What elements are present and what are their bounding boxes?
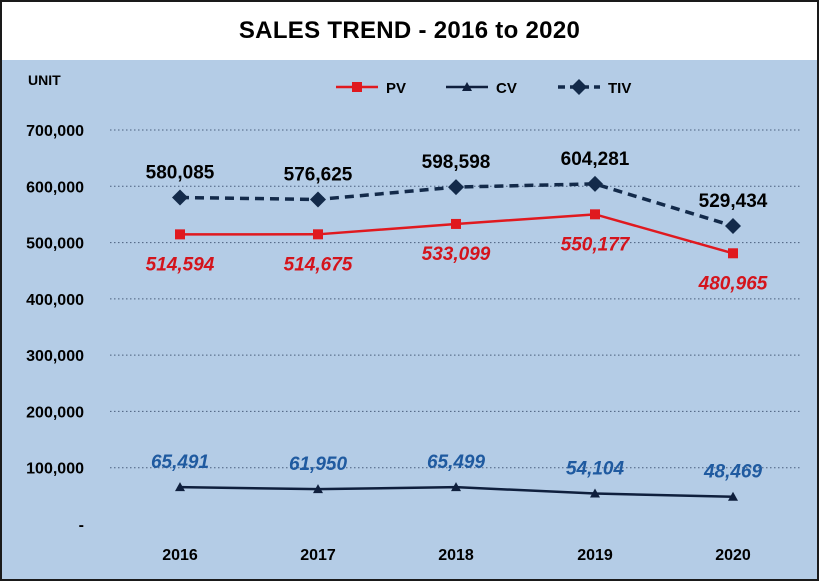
data-label-tiv: 580,085: [146, 162, 215, 183]
data-point-cv: [728, 491, 738, 501]
chart-area: - 100,000 200,000 300,000 400,000 500,000 600,…: [2, 60, 817, 579]
data-point-cv: [175, 482, 185, 492]
data-point-tiv: [172, 189, 188, 206]
x-tick-label: 2017: [300, 547, 336, 564]
y-tick-label: 400,000: [26, 292, 84, 309]
data-label-cv: 65,499: [427, 452, 486, 473]
data-point-cv: [313, 484, 323, 494]
y-axis-label: UNIT: [28, 72, 61, 88]
data-point-tiv: [448, 179, 464, 196]
x-tick-label: 2020: [715, 547, 751, 564]
data-label-pv: 550,177: [561, 234, 631, 255]
x-tick-label: 2018: [438, 547, 474, 564]
data-point-tiv: [725, 218, 741, 235]
y-tick-label: 100,000: [26, 461, 84, 478]
data-label-tiv: 529,434: [699, 191, 768, 212]
data-point-pv: [175, 229, 185, 240]
data-label-cv: 61,950: [289, 454, 348, 475]
data-label-cv: 48,469: [703, 462, 763, 483]
legend-label-tiv: TIV: [608, 80, 631, 97]
legend-marker-pv: [352, 82, 362, 92]
legend-marker-tiv: [571, 79, 587, 95]
data-label-tiv: 576,625: [284, 164, 353, 185]
data-label-cv: 65,491: [151, 452, 209, 473]
data-point-pv: [590, 209, 600, 220]
data-label-pv: 533,099: [422, 244, 491, 265]
legend-label-cv: CV: [496, 80, 517, 97]
data-point-pv: [313, 229, 323, 240]
data-label-pv: 514,675: [284, 254, 353, 275]
data-point-pv: [451, 218, 461, 229]
chart-title: SALES TREND - 2016 to 2020: [238, 17, 581, 44]
y-tick-label: 700,000: [26, 123, 84, 140]
legend-marker-cv: [462, 82, 472, 91]
data-point-tiv: [310, 191, 326, 208]
data-point-cv: [451, 482, 461, 492]
data-label-pv: 514,594: [146, 254, 215, 275]
y-tick-label: 300,000: [26, 348, 84, 365]
y-tick-label: 200,000: [26, 404, 84, 421]
data-label-tiv: 604,281: [561, 149, 630, 170]
legend-label-pv: PV: [386, 80, 406, 97]
data-point-tiv: [587, 175, 603, 192]
data-label-tiv: 598,598: [422, 152, 491, 173]
data-label-cv: 54,104: [566, 459, 625, 480]
y-tick-label: 500,000: [26, 236, 84, 253]
x-tick-label: 2016: [162, 547, 198, 564]
y-tick-label: 600,000: [26, 179, 84, 196]
y-tick-label: -: [79, 517, 84, 534]
x-tick-label: 2019: [577, 547, 613, 564]
title-box: SALES TREND - 2016 to 2020: [2, 2, 817, 60]
data-label-pv: 480,965: [698, 273, 768, 294]
data-point-cv: [590, 488, 600, 498]
line-chart: - 100,000 200,000 300,000 400,000 500,000 600,…: [26, 72, 802, 564]
data-point-pv: [728, 248, 738, 259]
